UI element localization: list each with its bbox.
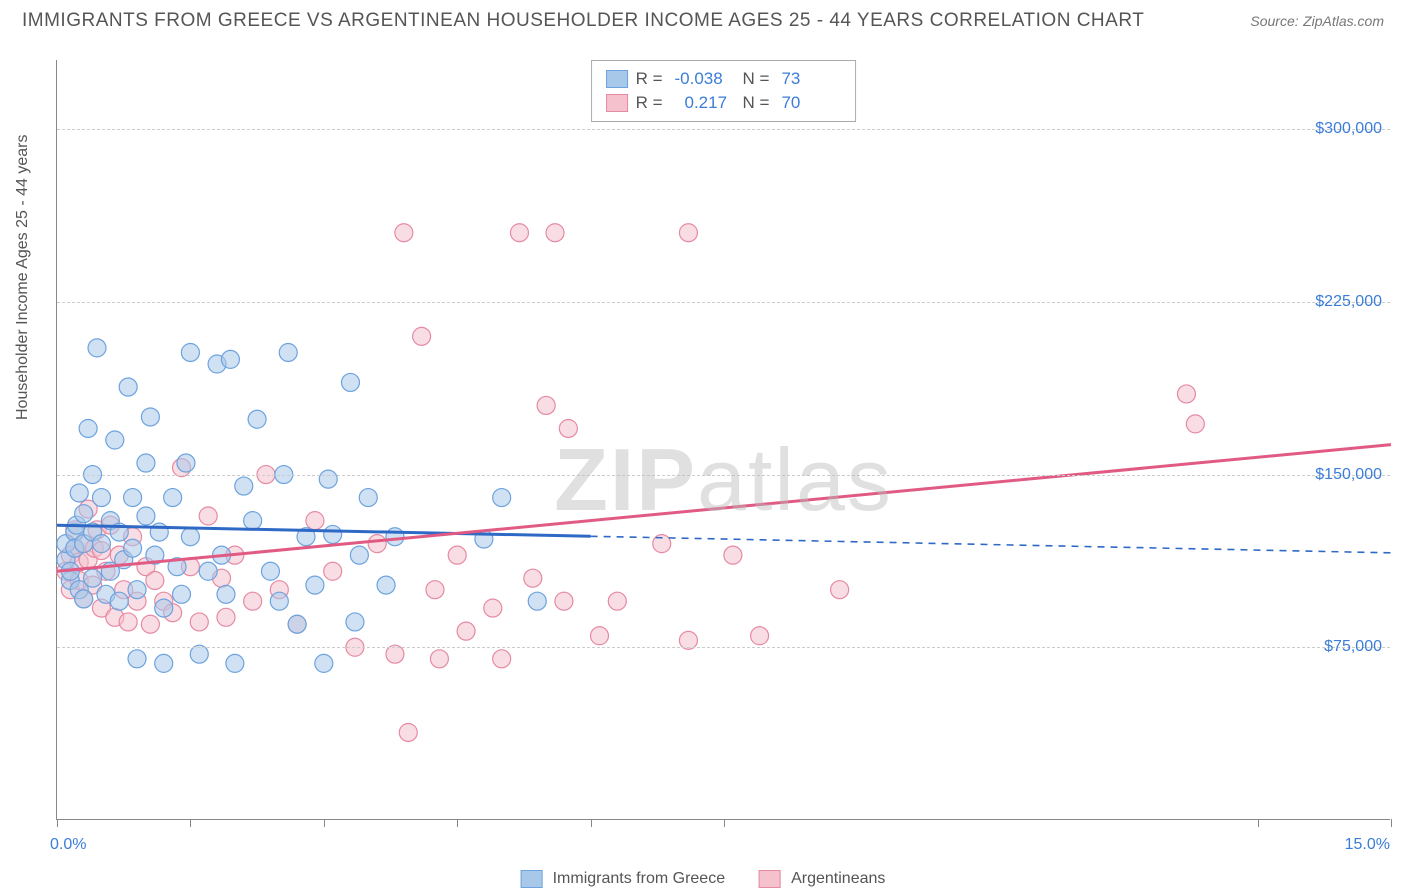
chart-title: IMMIGRANTS FROM GREECE VS ARGENTINEAN HO… xyxy=(22,10,1144,32)
y-axis-label: Householder Income Ages 25 - 44 years xyxy=(14,135,32,421)
y-tick-label: $75,000 xyxy=(1324,638,1382,656)
legend-argentinean-n-value: 70 xyxy=(781,93,841,113)
legend-r-label: R = xyxy=(636,93,663,113)
y-tick-label: $225,000 xyxy=(1315,293,1382,311)
legend-greece-label: Immigrants from Greece xyxy=(553,870,725,888)
swatch-argentinean-icon xyxy=(606,94,628,112)
x-axis-max-label: 15.0% xyxy=(1345,836,1390,854)
legend-n-label: N = xyxy=(743,69,770,89)
scatter-svg xyxy=(57,60,1390,819)
x-axis-min-label: 0.0% xyxy=(50,836,86,854)
source-name: ZipAtlas.com xyxy=(1303,13,1384,29)
legend-argentinean-label: Argentineans xyxy=(791,870,885,888)
legend-row-argentinean: R = 0.217 N = 70 xyxy=(606,91,842,115)
y-tick-label: $150,000 xyxy=(1315,466,1382,484)
legend-greece-r-value: -0.038 xyxy=(675,69,735,89)
y-tick-label: $300,000 xyxy=(1315,120,1382,138)
legend-n-label: N = xyxy=(743,93,770,113)
swatch-greece-icon xyxy=(606,70,628,88)
source: Source: ZipAtlas.com xyxy=(1250,13,1384,31)
source-label: Source: xyxy=(1250,13,1298,29)
legend-greece-n-value: 73 xyxy=(781,69,841,89)
legend-item-argentinean: Argentineans xyxy=(759,870,885,888)
legend-argentinean-r-value: 0.217 xyxy=(675,93,735,113)
series-legend: Immigrants from Greece Argentineans xyxy=(521,870,886,888)
swatch-greece-icon xyxy=(521,870,543,888)
legend-row-greece: R = -0.038 N = 73 xyxy=(606,67,842,91)
chart-plot-area: R = -0.038 N = 73 R = 0.217 N = 70 ZIPat… xyxy=(56,60,1390,820)
legend-r-label: R = xyxy=(636,69,663,89)
legend-item-greece: Immigrants from Greece xyxy=(521,870,725,888)
correlation-legend: R = -0.038 N = 73 R = 0.217 N = 70 xyxy=(591,60,857,122)
swatch-argentinean-icon xyxy=(759,870,781,888)
